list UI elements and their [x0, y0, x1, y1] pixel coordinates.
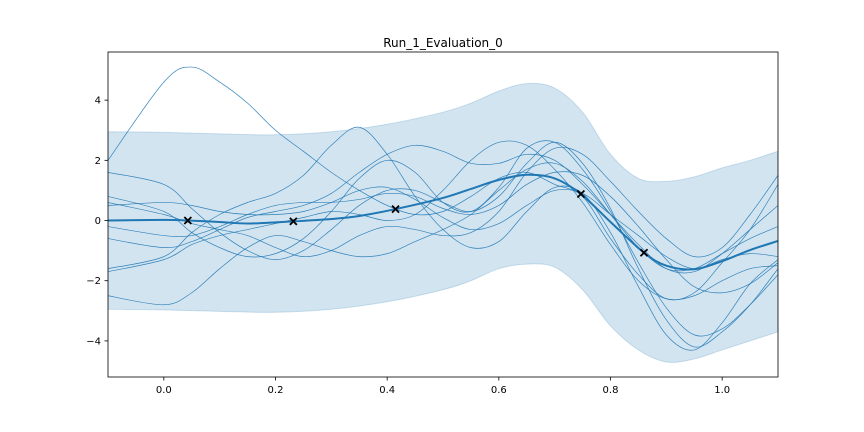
x-tick-label: 0.0 [156, 385, 172, 396]
confidence-band [108, 82, 778, 363]
observation-marker [183, 216, 192, 225]
x-tick-label: 0.4 [379, 385, 395, 396]
sample-line-7 [108, 140, 778, 337]
x-tick-label: 0.8 [603, 385, 619, 396]
plot-frame [107, 51, 779, 378]
y-axis: −4 −2 0 2 4 [86, 96, 108, 347]
x-tick-label: 0.2 [268, 385, 284, 396]
y-tick-label: 2 [95, 156, 101, 167]
y-tick-label: 0 [95, 216, 101, 227]
sample-line-8 [108, 162, 778, 306]
observation-marker [289, 217, 298, 226]
sample-line-4 [108, 140, 778, 301]
mean-line [108, 173, 778, 271]
observation-marker [576, 189, 586, 199]
sample-line-2 [108, 126, 778, 351]
sample-line-3 [108, 141, 778, 348]
y-tick-label: 4 [95, 96, 101, 107]
sample-line-10 [108, 171, 778, 294]
x-tick-label: 1.0 [714, 385, 730, 396]
observation-marker [391, 204, 400, 214]
x-tick-label: 0.6 [491, 385, 507, 396]
chart-title: Run_1_Evaluation_0 [383, 36, 503, 50]
sample-line-5 [108, 186, 778, 270]
sample-line-9 [108, 146, 778, 258]
observation-marker [639, 248, 649, 257]
y-tick-label: −4 [86, 336, 101, 347]
plot-area [108, 66, 778, 363]
y-tick-label: −2 [86, 276, 101, 287]
x-axis: 0.0 0.2 0.4 0.6 0.8 1.0 [156, 377, 730, 396]
